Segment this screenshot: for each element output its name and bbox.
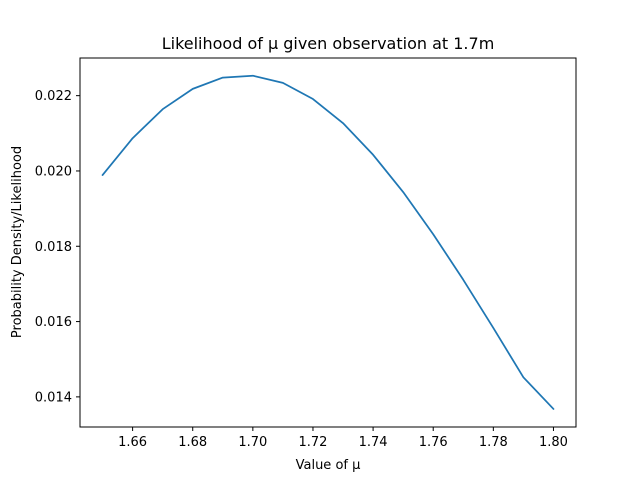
x-tick-label: 1.80	[539, 435, 568, 450]
y-tick-label: 0.014	[35, 390, 72, 405]
x-tick-label: 1.74	[359, 435, 388, 450]
x-tick-label: 1.70	[238, 435, 267, 450]
series-line-0	[101, 74, 555, 410]
chart-title: Likelihood of μ given observation at 1.7…	[162, 34, 495, 53]
x-tick-label: 1.72	[298, 435, 327, 450]
x-tick-label: 1.68	[178, 435, 207, 450]
y-tick-label: 0.022	[35, 89, 72, 104]
plot-area: 1.66 1.68 1.70 1.72 1.74 1.76 1.78 1.80 0.014 0.0…	[35, 57, 577, 450]
x-tick-label: 1.76	[419, 435, 448, 450]
x-axis-label: Value of μ	[296, 458, 361, 473]
y-tick-label: 0.018	[35, 240, 72, 255]
y-tick-label: 0.020	[35, 164, 72, 179]
y-tick-label: 0.016	[35, 315, 72, 330]
axes-frame	[79, 57, 577, 428]
x-tick-label: 1.66	[118, 435, 147, 450]
x-tick-label: 1.78	[479, 435, 508, 450]
y-axis-label: Probability Density/Likelihood	[10, 146, 25, 338]
